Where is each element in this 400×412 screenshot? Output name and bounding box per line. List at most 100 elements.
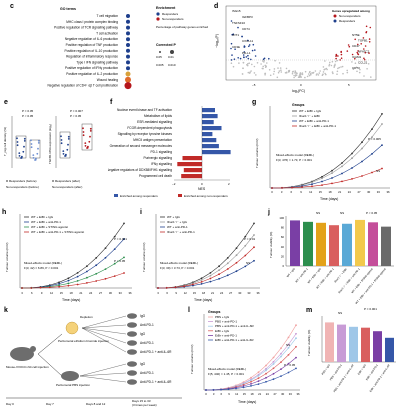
- panel-k-letter: k: [4, 307, 8, 314]
- axis-tick-label: 36: [128, 291, 132, 295]
- panel-g-p-1: P = 0.005: [368, 137, 381, 141]
- volcano-point: [356, 70, 358, 73]
- axis-tick-label: 36: [386, 190, 390, 194]
- panel-j-ylabel: Tumour viability (%): [269, 232, 273, 258]
- growth-series-line: [271, 144, 383, 189]
- panel-e-dot: [36, 152, 39, 155]
- volcano-point: [248, 45, 250, 48]
- volcano-gene-label: ICAM1: [352, 55, 362, 59]
- volcano-point: [285, 72, 288, 74]
- volcano-gene-label: TGFB1: [358, 39, 368, 43]
- volcano-point: [331, 60, 334, 63]
- axis-tick-label: 33: [289, 392, 293, 396]
- panel-e-dot: [86, 147, 89, 149]
- go-term-dot: [126, 66, 130, 71]
- viability-category-label: Ifnar1⁻/⁻ + EtBr: [333, 267, 348, 284]
- viability-category-label: WT + EtBr + STING agonist: [350, 267, 374, 294]
- nes-term-label: MHCII antigen presentation: [133, 138, 172, 142]
- volcano-point: [359, 68, 361, 71]
- volcano-point: [248, 72, 251, 74]
- panel-i-ylabel: Tumour volume (mm³): [142, 242, 146, 272]
- volcano-point: [336, 70, 339, 73]
- panel-l-xticks: 0 3 6 9 12 15 18 21 24 27 30 33 36: [205, 392, 300, 396]
- panel-g-stats-line1: Mixed-effects model (REML): [276, 153, 314, 157]
- panel-f: f Nuclear event kinase and TF activation…: [107, 96, 250, 206]
- legend-label: WT + EtBr + STING agonist: [31, 225, 68, 229]
- panel-i-p-1: P = 0.01: [244, 237, 256, 241]
- viability-ytick: 100: [279, 216, 284, 220]
- axis-tick-label: 6: [221, 392, 223, 396]
- panel-m-bars: [325, 322, 394, 362]
- mouse-small-icon: [127, 340, 137, 346]
- volcano-point: [334, 63, 336, 66]
- volcano-point: [248, 44, 251, 46]
- volcano-point: [331, 71, 334, 73]
- go-term-dot: [126, 31, 130, 36]
- volcano-point: [308, 71, 311, 74]
- panel-l-lines: [205, 324, 297, 391]
- panel-e-dot: [67, 143, 69, 146]
- viability-category-label: WT + anti-PD-1: [294, 267, 309, 284]
- go-term-label: Negative regulation of CD4⁺ αβ T cell pr…: [48, 84, 119, 88]
- timeline-day7: Day 7: [46, 402, 54, 406]
- volcano-point: [357, 50, 359, 52]
- volcano-point: [239, 57, 242, 60]
- volcano-point: [360, 43, 362, 45]
- volcano-point: [341, 65, 344, 68]
- panel-e-dot: [23, 145, 25, 148]
- axis-tick-label: 9: [175, 291, 177, 295]
- mouse-small-icon: [127, 349, 137, 355]
- volcano-xtick-1: 0: [300, 83, 302, 87]
- timeline-day0: Day 0: [6, 402, 14, 406]
- volcano-point: [238, 62, 240, 64]
- panel-h-stats-line1: Mixed-effects model (REML): [24, 261, 62, 265]
- panel-e-dot: [20, 157, 23, 159]
- volcano-point: [273, 70, 275, 73]
- arrow-to-pbs: [37, 353, 63, 377]
- volcano-point: [261, 60, 264, 62]
- panel-k-mouse-label: Mouse-VVOCC-N4 cell injection: [6, 365, 49, 369]
- axis-tick-label: 15: [319, 190, 323, 194]
- axis-tick-label: 33: [377, 190, 381, 194]
- volcano-point: [301, 72, 304, 74]
- panel-f-xlabel: NES: [198, 187, 206, 191]
- viability-ytick: 40: [281, 245, 285, 249]
- nes-term-label: ESR-mediated signalling: [137, 120, 172, 124]
- box-left-2: [29, 139, 41, 159]
- volcano-gene-label: NT5E: [352, 33, 360, 37]
- legend-dot-responders: [156, 12, 160, 16]
- volcano-point: [326, 68, 328, 71]
- panel-e-dot: [82, 134, 85, 137]
- axis-tick-label: 12: [309, 190, 313, 194]
- volcano-point: [307, 73, 310, 75]
- panel-l-stats-line2: F(5, 440) = 1.45, P < 0.001: [208, 372, 244, 376]
- panel-e-dot: [18, 155, 21, 157]
- legend-label: EtBr + anti-PD-1: [215, 333, 237, 337]
- volcano-legend-nonresp: Non-responders: [339, 14, 361, 18]
- legend-label: Ifnar1⁻/⁻ + IgG: [167, 220, 188, 224]
- panel-f-svg: f Nuclear event kinase and TF activation…: [107, 99, 231, 198]
- viability-bar: [368, 222, 378, 266]
- panel-e-dot: [67, 138, 70, 140]
- volcano-point: [230, 59, 233, 61]
- volcano-point: [337, 55, 339, 57]
- volcano-point: [242, 62, 245, 64]
- go-term-dot: [126, 19, 130, 24]
- nes-term-label: IFNγ signalling: [151, 162, 172, 166]
- panel-i-p-2: NS: [246, 261, 250, 265]
- viability-category-label: PBS + anti-PD-1 + anti-IL-6R: [332, 363, 355, 393]
- panel-e-dot: [89, 127, 92, 130]
- timeline-day8-12: Days 8 and 12: [86, 402, 106, 406]
- panel-l-xlabel: Time (days): [238, 400, 256, 404]
- axis-tick-label: 21: [338, 190, 342, 194]
- volcano-point: [354, 38, 356, 41]
- volcano-point: [279, 67, 282, 69]
- volcano-point: [311, 72, 313, 74]
- panel-c-legend-title: Enrichment: [156, 6, 176, 10]
- volcano-point: [262, 67, 264, 70]
- panel-g-lines: [271, 113, 383, 189]
- volcano-point: [278, 70, 281, 72]
- volcano-point: [245, 56, 248, 58]
